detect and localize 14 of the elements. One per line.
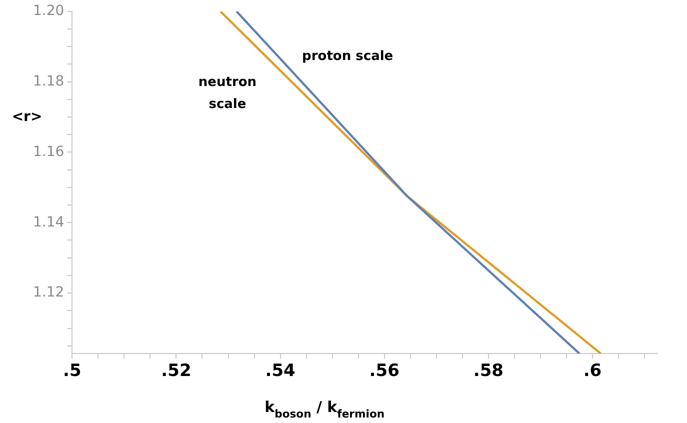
x-tick-label: .52 bbox=[161, 361, 192, 382]
annotation: proton scale bbox=[302, 48, 394, 64]
annotation: neutron scale bbox=[198, 74, 257, 112]
y-tick-label: 1.12 bbox=[33, 284, 64, 301]
y-tick-label: 1.20 bbox=[33, 3, 64, 20]
y-tick-label: 1.14 bbox=[33, 214, 64, 230]
y-axis-title: <r> bbox=[12, 109, 42, 126]
x-tick-label: .54 bbox=[265, 361, 296, 382]
y-tick-label: 1.18 bbox=[33, 73, 64, 90]
x-tick-label: .58 bbox=[473, 361, 504, 382]
y-tick-label: 1.16 bbox=[33, 144, 64, 160]
x-tick-label: .5 bbox=[63, 361, 82, 382]
x-tick-label: .56 bbox=[369, 361, 400, 382]
x-tick-label: .6 bbox=[583, 361, 602, 382]
